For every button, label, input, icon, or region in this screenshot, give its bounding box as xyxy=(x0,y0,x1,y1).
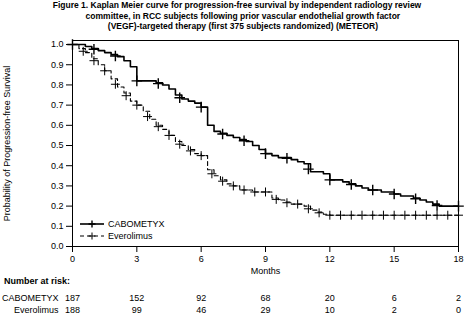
svg-text:46: 46 xyxy=(196,304,206,314)
svg-text:68: 68 xyxy=(260,292,270,302)
svg-text:0.8: 0.8 xyxy=(51,79,64,89)
svg-text:Months: Months xyxy=(251,265,281,275)
svg-text:10: 10 xyxy=(325,304,335,314)
svg-text:0.3: 0.3 xyxy=(51,180,64,190)
svg-text:12: 12 xyxy=(325,253,335,263)
svg-text:2: 2 xyxy=(456,292,461,302)
svg-text:187: 187 xyxy=(65,292,80,302)
html-text:CABOMETYX: CABOMETYX xyxy=(108,218,165,229)
svg-text:99: 99 xyxy=(132,304,142,314)
svg-text:6: 6 xyxy=(199,253,204,263)
html-text:Number at risk:: Number at risk: xyxy=(4,275,70,286)
svg-text:15: 15 xyxy=(389,253,399,263)
svg-text:0.2: 0.2 xyxy=(51,200,64,210)
svg-text:0.6: 0.6 xyxy=(51,120,64,130)
html-text:Everolimus: Everolimus xyxy=(108,230,153,241)
svg-text:0.9: 0.9 xyxy=(51,59,64,69)
svg-text:3: 3 xyxy=(134,253,139,263)
svg-text:0: 0 xyxy=(70,253,75,263)
svg-text:9: 9 xyxy=(263,253,268,263)
svg-text:92: 92 xyxy=(196,292,206,302)
svg-text:0.0: 0.0 xyxy=(51,241,64,251)
svg-text:Everolimus: Everolimus xyxy=(14,304,59,314)
svg-text:2: 2 xyxy=(392,304,397,314)
svg-text:0.7: 0.7 xyxy=(51,100,64,110)
svg-text:29: 29 xyxy=(260,304,270,314)
svg-text:0.4: 0.4 xyxy=(51,160,64,170)
svg-text:0: 0 xyxy=(456,304,461,314)
svg-text:0.1: 0.1 xyxy=(51,221,64,231)
svg-text:188: 188 xyxy=(65,304,80,314)
svg-text:6: 6 xyxy=(392,292,397,302)
svg-text:20: 20 xyxy=(325,292,335,302)
svg-text:0.5: 0.5 xyxy=(51,140,64,150)
svg-text:Probability of Progression-fre: Probability of Progression-free Survival xyxy=(2,65,12,221)
svg-text:18: 18 xyxy=(453,253,463,263)
html-text:Figure 1. Kaplan Meier curve f: Figure 1. Kaplan Meier curve for progres… xyxy=(52,0,422,10)
html-text:(VEGF)-targeted therapy (first: (VEGF)-targeted therapy (first 375 subje… xyxy=(96,21,378,31)
svg-text:1.0: 1.0 xyxy=(51,39,64,49)
svg-text:152: 152 xyxy=(129,292,144,302)
html-text:committee, in RCC subjects fol: committee, in RCC subjects following pri… xyxy=(73,10,401,21)
svg-text:CABOMETYX: CABOMETYX xyxy=(2,292,59,302)
